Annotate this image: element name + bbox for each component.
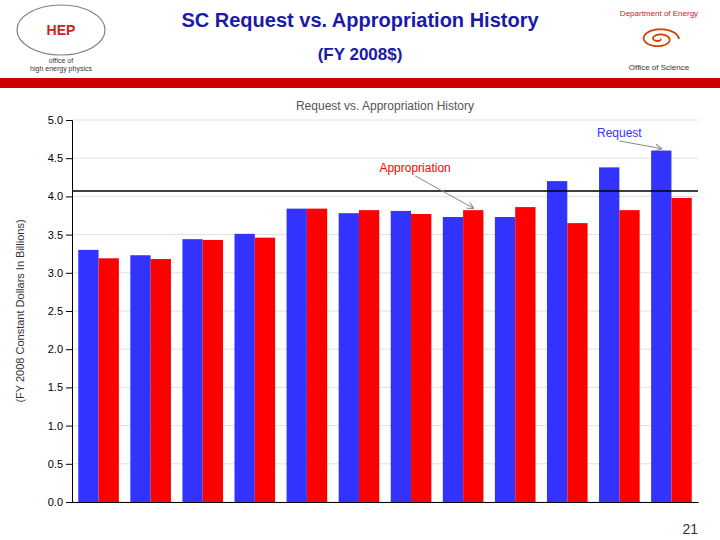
bar	[411, 214, 431, 502]
logo-text: Office of Science	[629, 63, 690, 72]
header: SC Request vs. Appropriation History (FY …	[0, 0, 720, 78]
tick-label: 2.0	[48, 343, 63, 355]
logo-text: HEP	[47, 22, 76, 38]
bar	[515, 207, 535, 502]
tick: 5.0	[48, 114, 72, 126]
y-axis: 0.0 0.5 1.0 1.5 2.0 2.5 3.0 3.5 4.0 4.5 5.0	[48, 114, 73, 508]
tick: 2.0	[48, 343, 72, 355]
bar	[443, 217, 463, 502]
bar	[339, 213, 359, 502]
bar	[391, 211, 411, 502]
y-axis-label: (FY 2008 Constant Dollars In Billions)	[14, 219, 26, 402]
annotation-arrow	[415, 176, 473, 208]
bar	[599, 167, 619, 502]
tick-label: 0.5	[48, 458, 63, 470]
tick: 0.0	[48, 496, 72, 508]
tick: 4.5	[48, 152, 72, 164]
annotation: Appropriation	[379, 161, 450, 175]
bar	[182, 239, 202, 502]
logo-text-line: office of	[49, 57, 73, 64]
bar	[619, 210, 639, 502]
bar	[234, 234, 254, 502]
tick-mark	[66, 502, 72, 503]
tick-mark	[66, 120, 72, 121]
annotation-arrow	[619, 141, 661, 149]
separator-bar	[0, 78, 720, 88]
chart-title: Request vs. Appropriation History	[296, 99, 474, 113]
axis-line	[66, 121, 73, 503]
annotations: Request Appropriation	[379, 126, 661, 208]
bar	[359, 210, 379, 502]
tick: 1.0	[48, 420, 72, 432]
tick-label: 1.0	[48, 420, 63, 432]
tick-mark	[66, 196, 72, 197]
bar	[203, 240, 223, 502]
logo-text: Department of Energy	[620, 9, 698, 18]
axis-line	[73, 502, 699, 503]
series	[78, 151, 671, 502]
tick: 2.5	[48, 305, 72, 317]
tick-label: 1.5	[48, 381, 63, 393]
tick-mark	[66, 387, 72, 388]
logo-ellipse	[17, 5, 105, 55]
marks	[72, 151, 698, 502]
chart: SC Request vs. Appropriation History (FY …	[0, 0, 720, 540]
bar	[671, 198, 691, 502]
tick-label: 5.0	[48, 114, 63, 126]
logo-text-line: high energy physics	[30, 65, 92, 73]
grid	[72, 120, 698, 502]
bar	[307, 209, 327, 502]
bar	[78, 250, 98, 502]
tick-label: 0.0	[48, 496, 63, 508]
tick: 3.0	[48, 267, 72, 279]
page-number: 21	[682, 521, 698, 537]
header-background	[0, 0, 720, 78]
tick-label: 3.5	[48, 229, 63, 241]
tick-mark	[66, 311, 72, 312]
bar	[99, 258, 119, 502]
tick: 0.5	[48, 458, 72, 470]
tick: 4.0	[48, 190, 72, 202]
logo-spiral	[644, 29, 679, 46]
tick-mark	[66, 426, 72, 427]
bar	[463, 210, 483, 502]
tick: 3.5	[48, 229, 72, 241]
logo-text: office ofhigh energy physics	[30, 57, 92, 73]
title: SC Request vs. Appropriation History	[181, 9, 539, 31]
bar	[255, 238, 275, 502]
tick-label: 4.5	[48, 152, 63, 164]
x-axis	[73, 502, 699, 503]
annotation: Request	[597, 126, 642, 140]
grid-line	[72, 158, 698, 159]
bar	[651, 151, 671, 502]
tick: 1.5	[48, 381, 72, 393]
series	[99, 198, 692, 502]
tick-mark	[66, 158, 72, 159]
bar	[130, 255, 150, 502]
tick-label: 3.0	[48, 267, 63, 279]
reference-line	[72, 190, 698, 192]
bar	[567, 223, 587, 502]
subtitle: (FY 2008$)	[318, 45, 403, 64]
grid-line	[72, 120, 698, 121]
bar	[495, 217, 515, 502]
tick-label: 4.0	[48, 190, 63, 202]
tick-mark	[66, 235, 72, 236]
bar	[547, 181, 567, 502]
plot: 0.0 0.5 1.0 1.5 2.0 2.5 3.0 3.5 4.0 4.5 5.0 Request…	[14, 99, 699, 508]
bar	[287, 209, 307, 502]
bar	[151, 259, 171, 502]
tick-mark	[66, 349, 72, 350]
tick-mark	[66, 464, 72, 465]
tick-label: 2.5	[48, 305, 63, 317]
tick-mark	[66, 273, 72, 274]
